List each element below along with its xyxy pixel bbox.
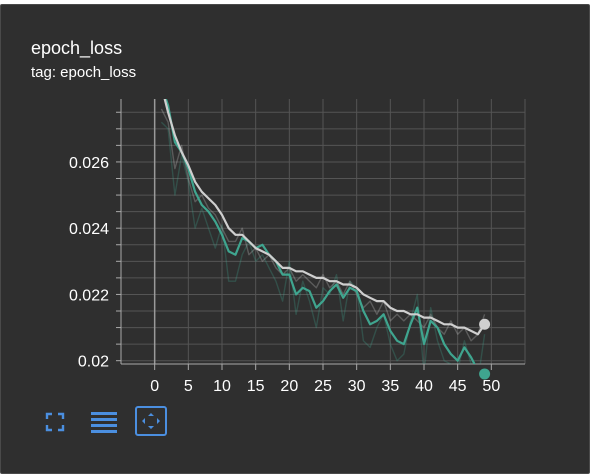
y-tick-label: 0.024 bbox=[69, 221, 109, 238]
chart-card: epoch_loss tag: epoch_loss 0 5 10 15 20 25 30 3… bbox=[0, 4, 590, 474]
x-tick-label: 20 bbox=[280, 378, 298, 395]
expand-button[interactable] bbox=[39, 407, 71, 437]
x-tick-label: 0 bbox=[150, 378, 159, 395]
y-tick-label: 0.026 bbox=[69, 155, 109, 172]
fit-domain-button[interactable] bbox=[135, 406, 167, 436]
x-tick-label: 45 bbox=[449, 378, 467, 395]
smoothed-series-line bbox=[163, 99, 486, 336]
x-tick-label: 15 bbox=[247, 378, 265, 395]
x-tick-label: 5 bbox=[184, 378, 193, 395]
x-tick-label: 25 bbox=[314, 378, 332, 395]
fit-domain-icon bbox=[142, 413, 160, 429]
x-tick-label: 10 bbox=[213, 378, 231, 395]
loss-line-chart[interactable]: 0 5 10 15 20 25 30 35 40 45 50 0.02 0.022 0.024 0.026 bbox=[1, 5, 591, 405]
x-tick-label: 40 bbox=[415, 378, 433, 395]
toggle-y-log-button[interactable] bbox=[88, 407, 120, 437]
raw-series-line bbox=[160, 121, 486, 364]
x-tick-label: 30 bbox=[348, 378, 366, 395]
raw-series-line bbox=[160, 108, 486, 342]
x-tick-label: 35 bbox=[381, 378, 399, 395]
chart-subtitle: tag: epoch_loss bbox=[31, 64, 137, 81]
fullscreen-icon bbox=[45, 412, 65, 432]
series-end-point bbox=[479, 368, 491, 380]
smoothed-series-line bbox=[164, 99, 476, 364]
chart-title: epoch_loss bbox=[31, 38, 123, 58]
y-tick-label: 0.02 bbox=[78, 354, 109, 371]
x-tick-label: 50 bbox=[482, 378, 500, 395]
series-end-point bbox=[479, 318, 491, 330]
y-tick-label: 0.022 bbox=[69, 287, 109, 304]
lines-icon bbox=[91, 412, 117, 433]
